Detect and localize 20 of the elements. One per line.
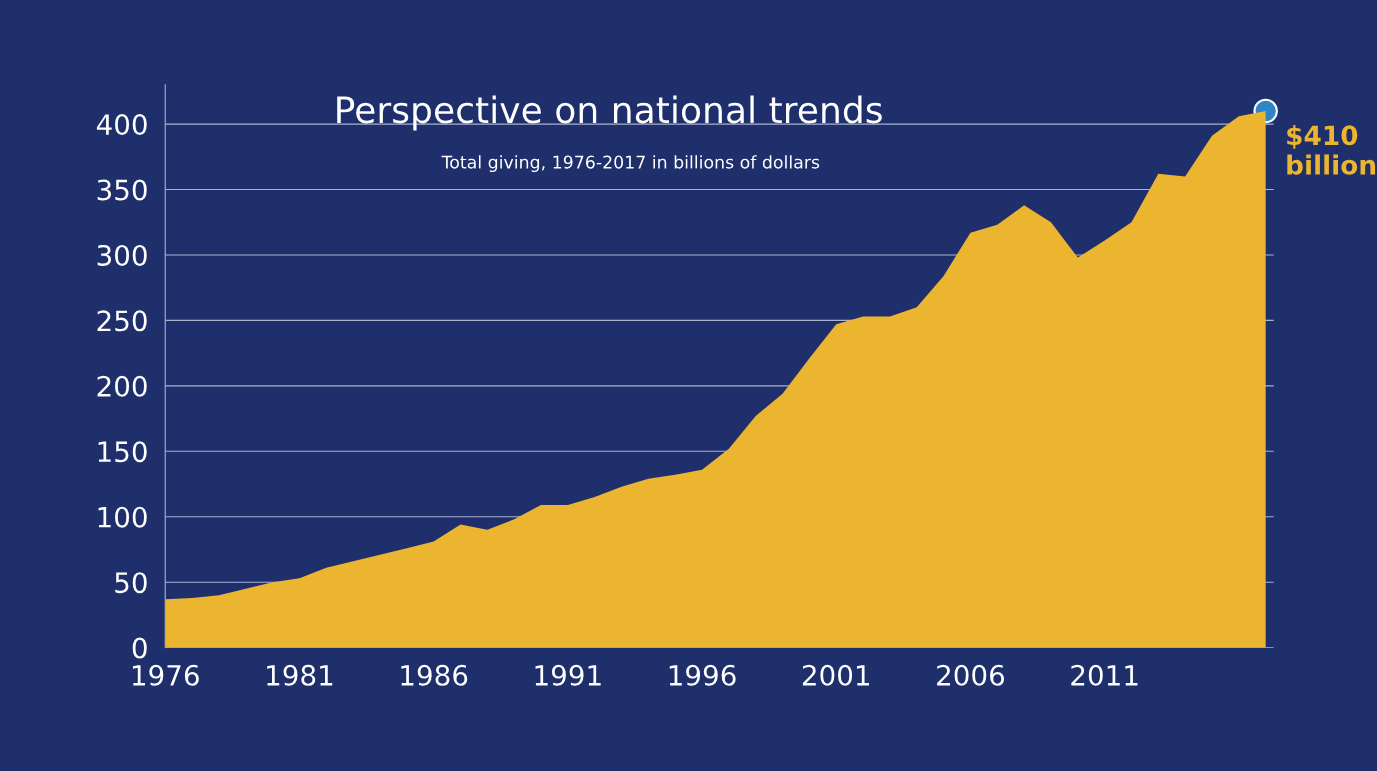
- y-tick-label: 50: [115, 572, 147, 594]
- y-tick-label: 350: [97, 179, 147, 201]
- annotation: $410 billion: [1287, 124, 1376, 175]
- x-tick-label: 1976: [132, 664, 199, 686]
- x-tick-label: 1991: [535, 664, 601, 686]
- x-tick-label: 1986: [401, 664, 468, 686]
- x-tick-label: 2006: [937, 664, 1005, 686]
- y-tick-label: 400: [96, 114, 147, 136]
- x-tick-label: 1996: [669, 664, 736, 686]
- x-tick-label: 1981: [267, 664, 333, 686]
- y-tick-label: 200: [97, 375, 147, 397]
- x-tick-label: 2001: [802, 664, 870, 686]
- y-tick-label: 300: [97, 244, 147, 266]
- y-tick-label: 0: [132, 637, 147, 659]
- x-tick-label: 2011: [1071, 664, 1138, 686]
- text: Total giving, 1976-2017 in billions of dollars: [441, 155, 820, 173]
- y-tick-label: 150: [98, 441, 147, 463]
- y-tick-label: 250: [97, 310, 147, 332]
- chart-title: Perspective on national trends: [337, 95, 882, 131]
- y-tick-label: 100: [98, 506, 147, 528]
